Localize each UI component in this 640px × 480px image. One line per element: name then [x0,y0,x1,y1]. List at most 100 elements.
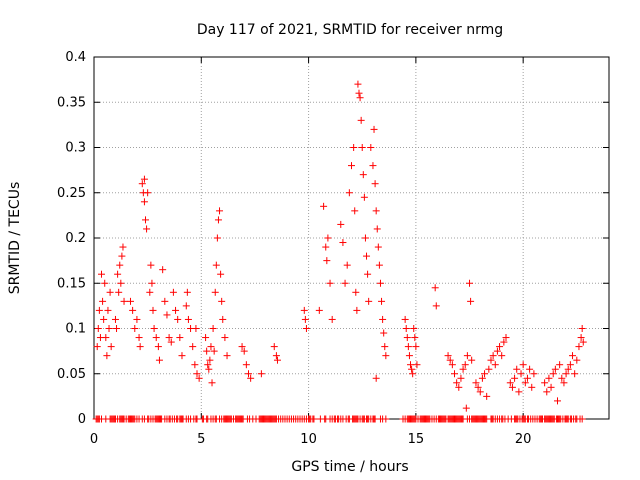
x-tick-label: 20 [515,432,532,447]
data-point [214,216,222,224]
chart-title: Day 117 of 2021, SRMTID for receiver nrm… [197,22,503,38]
data-point [474,383,482,391]
data-point [184,315,192,323]
data-point [143,225,151,233]
data-point [118,252,126,260]
data-point [370,125,378,133]
data-point [412,343,420,351]
data-point [571,370,579,378]
data-point [457,374,465,382]
data-point [126,297,134,305]
data-point [216,207,224,215]
y-tick-label: 0.35 [57,95,86,110]
data-point [245,370,252,378]
data-point [320,202,328,210]
data-point [547,383,555,391]
data-point [144,189,152,197]
data-point [140,198,148,206]
data-point [364,270,372,278]
data-point [575,343,583,351]
data-point [371,180,379,188]
data-point [140,175,148,183]
data-point [205,365,213,373]
data-point [402,325,410,332]
data-point [322,243,330,251]
data-point [95,306,103,314]
y-tick-label: 0.4 [65,50,86,65]
data-point [178,352,186,360]
data-point [515,388,523,396]
data-point [517,370,525,378]
data-point [382,352,390,360]
data-point [161,297,169,305]
data-point [378,297,386,305]
data-point [379,315,387,323]
data-point [502,334,510,342]
data-point [300,306,308,314]
data-point [380,329,388,337]
data-point [431,284,439,292]
data-point [163,311,171,319]
data-point [556,361,564,369]
data-point [578,325,586,332]
grid-lines [94,57,609,419]
data-point [212,261,220,269]
data-point [114,270,122,278]
data-point [154,343,162,351]
data-point [348,162,355,170]
data-point [372,374,380,382]
data-point [361,234,369,242]
data-point [315,306,323,314]
data-point [560,379,568,387]
x-tick-label: 5 [197,432,205,447]
data-point [183,288,191,296]
data-point [195,374,203,382]
data-point [521,379,529,387]
data-point [409,370,417,378]
data-point [500,338,508,346]
data-point [204,361,212,369]
data-point [169,288,177,296]
data-point [211,288,219,296]
data-point [468,356,476,364]
data-point [578,415,586,423]
data-point [223,352,231,360]
y-tick-label: 0.3 [65,141,86,156]
data-point [310,415,318,423]
data-point [351,207,359,215]
data-point [191,361,199,369]
data-point [511,374,519,382]
data-point [120,297,128,305]
data-point [102,334,110,342]
data-point [453,379,461,387]
data-point [113,325,121,332]
data-point [446,356,454,364]
data-point [209,325,217,332]
data-point [98,270,106,278]
data-point [448,361,456,369]
data-point [541,379,549,387]
data-point [451,370,458,378]
data-point [405,352,413,360]
data-point [374,243,382,251]
data-point [152,334,160,342]
data-point [202,334,210,342]
data-point [365,297,373,305]
data-point [376,279,384,287]
data-point [326,279,334,287]
data-point [554,397,561,405]
data-point [99,297,107,305]
data-point [242,361,250,369]
data-point [148,279,156,287]
data-point [573,356,581,364]
data-point [413,361,421,369]
data-point [381,343,389,351]
data-point [491,361,499,369]
y-tick-label: 0 [78,412,86,427]
data-point [526,365,534,373]
data-point [372,207,380,215]
data-point [403,334,411,342]
data-point [101,279,109,287]
